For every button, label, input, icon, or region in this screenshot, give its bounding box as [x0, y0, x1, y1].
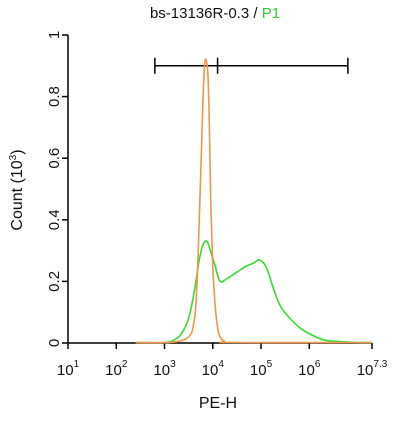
y-tick-label: 0.2 [46, 271, 63, 292]
y-tick-label: 0.8 [46, 86, 63, 107]
x-tick-exponent: 7.3 [373, 359, 387, 370]
x-tick-label: 106 [298, 359, 321, 379]
x-tick-base: 10 [250, 362, 267, 379]
x-tick-base: 10 [105, 362, 122, 379]
x-tick-base: 10 [298, 362, 315, 379]
x-tick-base: 10 [153, 362, 170, 379]
y-axis-label: Count (103) [8, 149, 26, 230]
chart-title-gate: P1 [262, 5, 280, 22]
x-tick-base: 10 [357, 362, 374, 379]
y-axis-label-main: Count (10 [9, 160, 26, 230]
x-tick-label: 103 [153, 359, 176, 379]
y-axis-label-close: ) [9, 149, 26, 154]
series-sample-line [135, 240, 373, 344]
x-tick-base: 10 [57, 362, 74, 379]
chart-title: bs-13136R-0.3 / P1 [150, 5, 280, 22]
series-control-line [135, 58, 373, 344]
x-tick-exponent: 1 [74, 359, 80, 370]
x-tick-exponent: 4 [218, 359, 224, 370]
x-tick-exponent: 6 [315, 359, 321, 370]
x-tick-exponent: 5 [267, 359, 273, 370]
chart-title-sample: bs-13136R-0.3 / [150, 5, 262, 22]
x-tick-base: 10 [202, 362, 219, 379]
y-axis-label-exponent: 3 [8, 154, 19, 160]
x-tick-label: 105 [250, 359, 273, 379]
x-tick-exponent: 2 [122, 359, 128, 370]
x-axis-label: PE-H [199, 395, 237, 412]
x-tick-label: 107.3 [357, 359, 388, 379]
y-tick-label: 0.4 [46, 209, 63, 230]
x-tick-label: 102 [105, 359, 128, 379]
y-tick-label: 0.6 [46, 148, 63, 169]
x-tick-exponent: 3 [170, 359, 176, 370]
y-tick-label: 1 [46, 31, 63, 39]
y-tick-label: 0 [46, 339, 63, 347]
x-tick-label: 104 [202, 359, 225, 379]
x-tick-label: 101 [57, 359, 80, 379]
